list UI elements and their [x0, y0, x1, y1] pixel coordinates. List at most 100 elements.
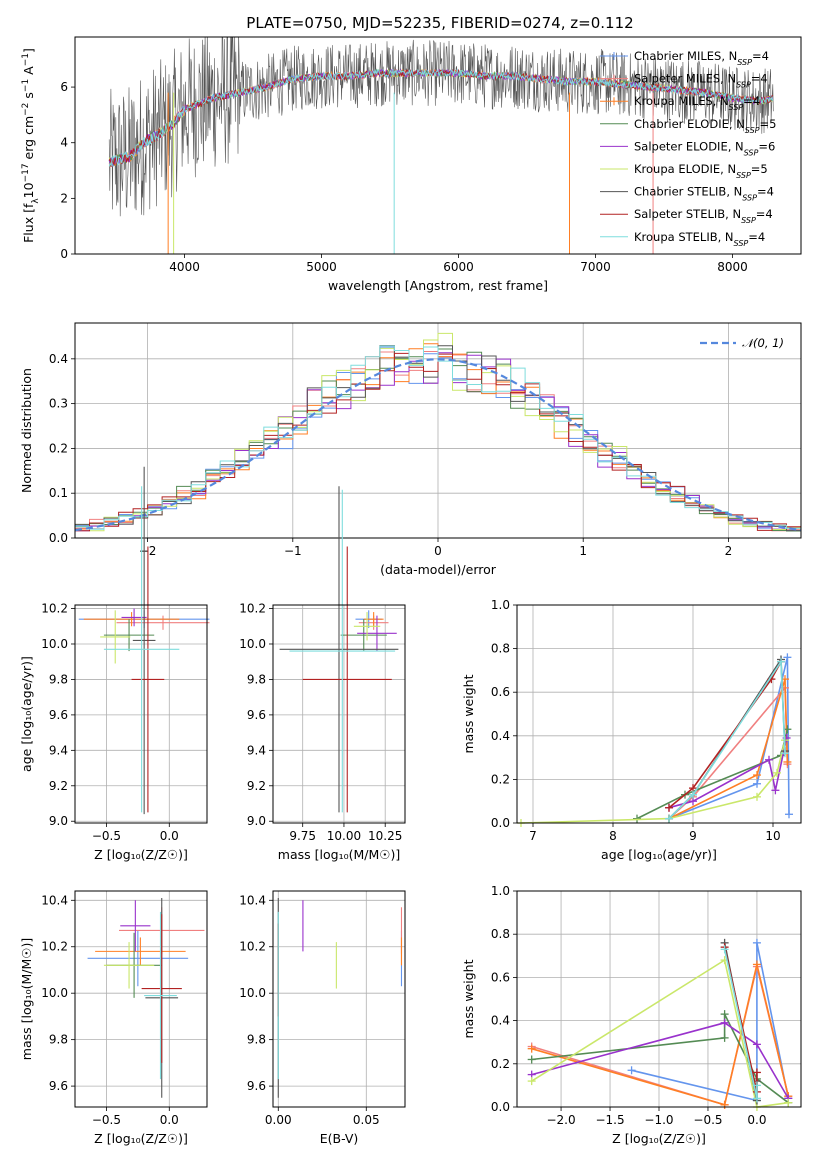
legend-entry-sub: SSP [729, 103, 744, 112]
grid-mass_vs_EBV [273, 891, 405, 1107]
errorbar-point [132, 466, 156, 815]
legend-entry-sub: SSP [742, 193, 757, 202]
legend-residuals: 𝒩(0, 1) [700, 336, 784, 350]
ticks-mass_vs_Z: −0.5 0.0 9.6 9.8 10.0 10.2 10.4 [41, 893, 179, 1127]
legend-entry-sub: SSP [734, 238, 749, 247]
ticks-spectrum: 4000 5000 6000 7000 8000 0 2 4 6 [60, 80, 747, 274]
y-tick-label: 10.0 [239, 986, 266, 1000]
y-tick-label: 0.4 [491, 729, 510, 743]
data-point-marker [720, 1033, 729, 1042]
errorbar-point [131, 546, 165, 813]
y-tick-label: 9.4 [49, 743, 68, 757]
panel-residuals: −2 −1 0 1 20.00.10.20.30.4(data-model)/error… [19, 322, 802, 577]
axes-frame [74, 890, 208, 1108]
grid-massweight_vs_age [517, 604, 801, 824]
legend-entry-sub: SSP [745, 125, 760, 134]
x-tick-label: 9 [689, 829, 697, 843]
axes-frame [516, 604, 802, 824]
x-tick-label: −1.5 [595, 1113, 624, 1127]
y-axis-label-part: ] [21, 48, 36, 53]
x-tick-label: 5000 [306, 260, 337, 274]
data-point-marker [752, 938, 761, 947]
panel-mass_vs_EBV: 0.00 0.05 9.6 9.8 10.0 10.2 10.4 E(B-V) [239, 890, 406, 1146]
data-point-marker [752, 1094, 761, 1103]
data-point-marker [665, 803, 673, 812]
axes-frame [516, 890, 802, 1108]
legend-entry: Chabrier STELIB, NSSP=4 [634, 185, 774, 203]
legend-entry-eq: =4 [756, 207, 773, 221]
massweight-line-2 [668, 678, 789, 820]
x-tick-label: 10.25 [368, 829, 402, 843]
x-axis-label: Z [log₁₀(Z/Z☉)] [612, 1131, 706, 1146]
y-tick-label: 0.0 [491, 816, 510, 830]
panel-mass_vs_Z: −0.5 0.0 9.6 9.8 10.0 10.2 10.4 Z [log₁₀(Z/Z☉)]… [19, 890, 208, 1146]
y-tick-label: 0.4 [49, 352, 68, 366]
y-axis-label-part: λ [31, 198, 41, 204]
data-point-marker [720, 1100, 729, 1109]
massweight-line-2 [531, 964, 790, 1106]
y-axis-label-part: −2 [21, 103, 31, 116]
legend-entry-name: Kroupa STELIB, N [634, 230, 734, 244]
y-axis-label: mass weight [461, 674, 476, 753]
y-tick-label: 0.2 [491, 1057, 510, 1071]
y-tick-label: 1.0 [491, 598, 510, 612]
legend-entry-name: Chabrier STELIB, N [634, 185, 742, 199]
x-tick-label: −1.0 [644, 1113, 673, 1127]
errorbar-point [87, 930, 189, 987]
data-point-marker [783, 653, 792, 662]
panel-massweight_vs_Z: −2.0 −1.5 −1.0 −0.5 0.0 0.0 0.2 0.4 0.6 0.8 1.0 Z [… [461, 884, 802, 1146]
y-tick-label: 9.6 [49, 708, 68, 722]
y-tick-label: 4 [60, 136, 68, 150]
grid-age_vs_Z [75, 605, 207, 823]
errorbar-point [302, 546, 392, 813]
x-tick-label: 0 [434, 544, 442, 558]
x-tick-label: 0.0 [160, 829, 179, 843]
y-axis-label-part: −17 [21, 163, 31, 182]
legend-entry-name: Kroupa ELODIE, N [634, 162, 736, 176]
legend-entry-eq: =5 [751, 162, 768, 176]
data-point-marker [720, 1018, 729, 1027]
data-point-marker [752, 1081, 761, 1090]
axes-frame [74, 604, 208, 824]
y-tick-label: 10.2 [239, 940, 266, 954]
massweight-line-1 [531, 966, 790, 1106]
y-tick-label: 10.0 [239, 637, 266, 651]
errorbar-point [340, 619, 387, 652]
figure-title: PLATE=0750, MJD=52235, FIBERID=0274, z=0… [246, 14, 633, 32]
legend-entry-eq: =4 [751, 72, 768, 86]
y-tick-label: 2 [60, 191, 68, 205]
panel-age_vs_Z: −0.5 0.0 9.0 9.2 9.4 9.6 9.8 10.0 10.2 Z [log₁₀(Z… [19, 466, 210, 862]
x-tick-label: 10.00 [327, 829, 361, 843]
legend-entry-sub: SSP [736, 80, 751, 89]
y-tick-label: 10.0 [41, 986, 68, 1000]
x-tick-label: 0.05 [353, 1113, 380, 1127]
panel-age_vs_mass: 9.75 10.00 10.25 9.0 9.2 9.4 9.6 9.8 10.0 10.2 mas… [239, 486, 406, 862]
legend-entry-name: Kroupa MILES, N [634, 94, 729, 108]
legend-entry: Salpeter STELIB, NSSP=4 [634, 207, 773, 225]
data-point-marker [753, 771, 761, 780]
grid-mass_vs_Z [75, 891, 207, 1107]
x-tick-label: −0.5 [693, 1113, 722, 1127]
y-tick-label: 10.2 [41, 940, 68, 954]
x-tick-label: 0.0 [747, 1113, 766, 1127]
x-tick-label: −0.5 [92, 1113, 121, 1127]
data-point-marker [753, 779, 761, 788]
y-tick-label: 10.0 [41, 637, 68, 651]
data-point-marker [773, 768, 781, 777]
legend-entry-sub: SSP [741, 216, 756, 225]
y-tick-label: 10.2 [239, 602, 266, 616]
data-point-marker [527, 1044, 536, 1053]
data-point-marker [720, 1010, 729, 1019]
errorbar-point [353, 612, 381, 641]
panel-massweight_vs_age: 7 8 9 10 0.0 0.2 0.4 0.6 0.8 1.0 age [log₁₀(age/yr… [461, 598, 802, 862]
legend-entry-eq: =4 [752, 49, 769, 63]
x-axis-label: age [log₁₀(age/yr)] [601, 847, 717, 862]
x-tick-label: 8 [609, 829, 617, 843]
y-tick-label: 0 [60, 247, 68, 261]
legend-entry-name: Chabrier MILES, N [634, 49, 737, 63]
x-axis-label: Z [log₁₀(Z/Z☉)] [94, 847, 188, 862]
y-tick-label: 9.6 [247, 1079, 266, 1093]
errorbar-point [279, 486, 399, 813]
x-axis-label: wavelength [Angstrom, rest frame] [328, 278, 548, 293]
x-tick-label: 1 [579, 544, 587, 558]
